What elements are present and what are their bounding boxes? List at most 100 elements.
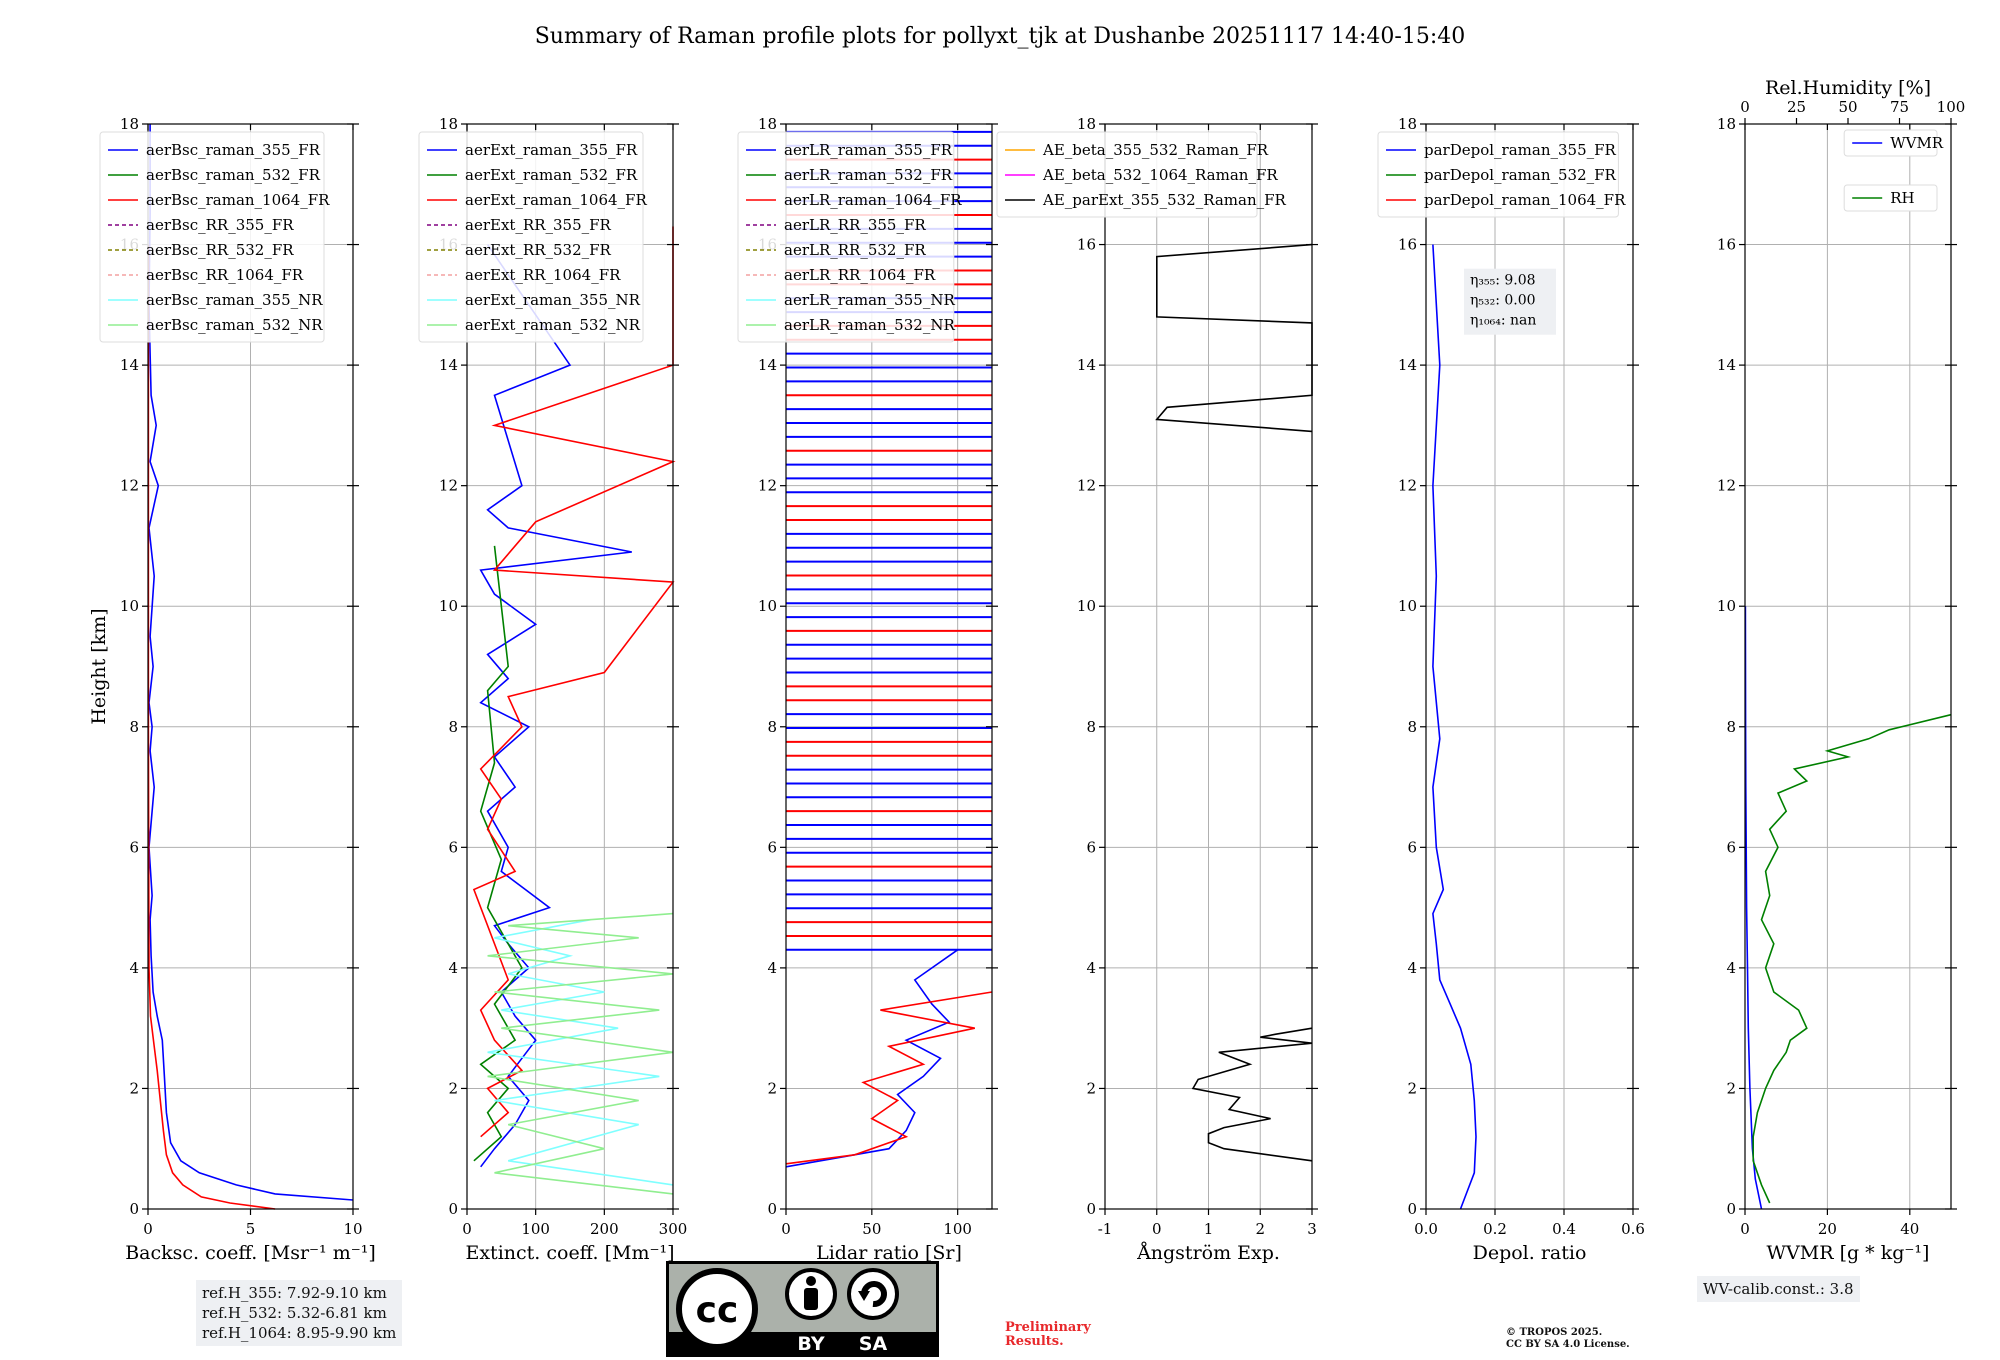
legend-label: aerLR_RR_532_FR — [784, 241, 926, 259]
by-person-body — [804, 1288, 818, 1310]
y-tick-label: 6 — [767, 838, 777, 856]
panel-5: 0.0 0.2 0.4 0.6 0 2 4 6 8 10 12 14 16 18 Depol. ratio p… — [1377, 115, 1645, 1264]
y-tick-label: 12 — [120, 477, 139, 495]
panel-2: 0100200300024681012141618Extinct. coeff.… — [418, 115, 687, 1264]
x-tick-label: 0.0 — [1414, 1220, 1438, 1238]
legend-label: AE_beta_532_1064_Raman_FR — [1042, 166, 1278, 184]
sa-share-icon — [847, 1268, 899, 1320]
eta-annotation-text: η₃₅₅: 9.08 — [1470, 273, 1536, 289]
y-tick-label: 14 — [1717, 356, 1736, 374]
y-tick-label: 8 — [129, 718, 139, 736]
legend-label: aerLR_raman_532_NR — [784, 316, 955, 334]
x-tick-label: 100 — [943, 1220, 972, 1238]
y-tick-label: 16 — [1077, 236, 1096, 254]
y-tick-label: 0 — [767, 1200, 777, 1218]
legend-label: aerExt_RR_355_FR — [465, 216, 612, 234]
y-tick-label: 2 — [448, 1079, 458, 1097]
y-tick-label: 10 — [1077, 597, 1096, 615]
x-tick-label: 0 — [781, 1220, 791, 1238]
x-tick-label: 3 — [1307, 1220, 1317, 1238]
legend-box — [1843, 129, 1938, 157]
axes-frame — [785, 123, 993, 1210]
x-tick-label: 0 — [462, 1220, 472, 1238]
legend-label: aerLR_raman_532_FR — [784, 166, 953, 184]
series-line-AE_parExt_355_532_Raman_FR_upper — [1155, 243, 1313, 433]
ref-height-1064: ref.H_1064: 8.95-9.90 km — [202, 1324, 397, 1342]
legend-box — [1843, 184, 1938, 212]
y-tick-label: 16 — [1717, 236, 1736, 254]
legend: parDepol_raman_355_FR parDepol_raman_532_… — [1377, 131, 1626, 218]
y-tick-label: 4 — [448, 959, 458, 977]
series-line-aerExt_raman_355_NR — [487, 918, 674, 1186]
legend-label: aerLR_RR_355_FR — [784, 216, 926, 234]
preliminary-line-1: Preliminary — [1005, 1320, 1091, 1335]
x2-tick-label: 0 — [1740, 98, 1750, 116]
legend-label: aerLR_raman_355_FR — [784, 141, 953, 159]
series-line-aerLR_raman_355_FR — [785, 949, 959, 1168]
wv-calib-text: WV-calib.const.: 3.8 — [1703, 1280, 1854, 1298]
y-tick-label: 18 — [1398, 115, 1417, 133]
series-line-aerBsc_raman_355_FR — [148, 124, 354, 1201]
x-tick-label: 2 — [1255, 1220, 1265, 1238]
axes-frame — [1744, 123, 1952, 1210]
series-line-aerLR_raman_1064_FR — [785, 991, 993, 1165]
y-tick-label: 6 — [129, 838, 139, 856]
legend-label: parDepol_raman_355_FR — [1424, 141, 1617, 159]
legend-label: parDepol_raman_532_FR — [1424, 166, 1617, 184]
y-tick-label: 10 — [1717, 597, 1736, 615]
y-tick-label: 12 — [1398, 477, 1417, 495]
legend-label: AE_parExt_355_532_Raman_FR — [1042, 191, 1287, 209]
y-tick-label: 8 — [1726, 718, 1736, 736]
eta-annotation-text: η₁₀₆₄: nan — [1470, 313, 1536, 329]
x-axis-label: Depol. ratio — [1473, 1242, 1587, 1264]
y-tick-label: 4 — [1726, 959, 1736, 977]
wv-calib-box: WV-calib.const.: 3.8 — [1697, 1276, 1860, 1302]
y-tick-label: 6 — [1726, 838, 1736, 856]
y-tick-label: 12 — [758, 477, 777, 495]
by-person-head — [806, 1276, 816, 1286]
legend-box — [99, 131, 325, 343]
x-tick-label: 0 — [1740, 1220, 1750, 1238]
y-tick-label: 14 — [1077, 356, 1096, 374]
y-tick-label: 10 — [1398, 597, 1417, 615]
legend-label: aerExt_raman_355_NR — [465, 291, 641, 309]
x2-tick-label: 50 — [1838, 98, 1857, 116]
y-tick-label: 0 — [129, 1200, 139, 1218]
y-tick-label: 16 — [1398, 236, 1417, 254]
panel-3: 050100024681012141618Lidar ratio [Sr]aer… — [737, 115, 998, 1264]
legend-box — [1377, 131, 1619, 218]
cc-circle-icon — [676, 1268, 758, 1350]
y-tick-label: 10 — [439, 597, 458, 615]
y-tick-label: 14 — [120, 356, 139, 374]
legend-label: aerBsc_RR_532_FR — [146, 241, 294, 259]
legend-label: aerExt_raman_532_FR — [465, 166, 638, 184]
eta-annotation-text: η₅₃₂: 0.00 — [1470, 293, 1536, 309]
cc-text: cc — [696, 1290, 739, 1331]
y-tick-label: 12 — [1717, 477, 1736, 495]
panel-1: 0510024681012141618Backsc. coeff. [Msr⁻¹… — [88, 115, 376, 1264]
series-line-parDepol_raman_355_FR — [1432, 244, 1477, 1210]
y-tick-label: 4 — [1086, 959, 1096, 977]
legend-label: aerExt_RR_532_FR — [465, 241, 612, 259]
x2-tick-label: 75 — [1890, 98, 1909, 116]
x-tick-label: 10 — [343, 1220, 362, 1238]
legend-label: aerExt_raman_355_FR — [465, 141, 638, 159]
y-tick-label: 18 — [439, 115, 458, 133]
y-tick-label: 14 — [758, 356, 777, 374]
y-tick-label: 0 — [1407, 1200, 1417, 1218]
legend-label: aerLR_raman_1064_FR — [784, 191, 962, 209]
copyright-line-1: © TROPOS 2025. — [1506, 1327, 1603, 1338]
copyright-line-2: CC BY SA 4.0 License. — [1506, 1339, 1630, 1350]
y-tick-label: 8 — [767, 718, 777, 736]
x-axis-label: Extinct. coeff. [Mm⁻¹] — [465, 1242, 674, 1264]
legend-label: aerExt_RR_1064_FR — [465, 266, 621, 284]
legend-box — [737, 131, 955, 343]
legend-label: aerBsc_raman_355_FR — [146, 141, 321, 159]
series-line-AE_parExt_355_532_Raman_FR — [1191, 1027, 1313, 1162]
legend: aerBsc_raman_355_FR aerBsc_raman_532_FRae… — [99, 131, 330, 343]
y-tick-label: 14 — [1398, 356, 1417, 374]
by-label: BY — [797, 1333, 824, 1355]
x-tick-label: 1 — [1204, 1220, 1214, 1238]
y-tick-label: 4 — [767, 959, 777, 977]
